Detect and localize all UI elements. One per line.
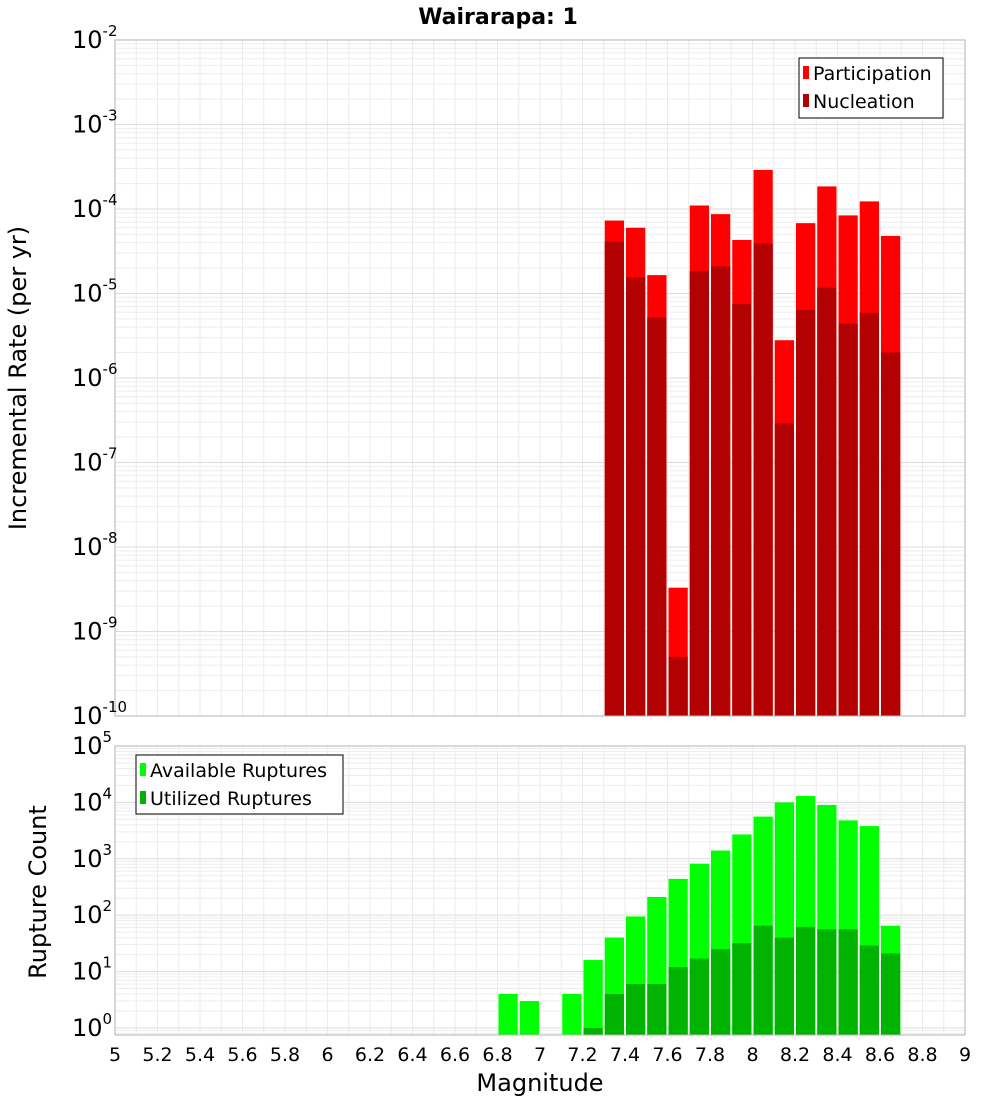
bottom-bar-b (689, 958, 709, 1035)
bottom-bar-b (881, 953, 901, 1035)
top-bar-b (753, 243, 773, 716)
participation-legend-swatch (803, 66, 809, 79)
y-tick-label: 105 (72, 728, 112, 760)
x-tick-label: 8.4 (822, 1044, 852, 1066)
y-tick-label: 103 (72, 841, 112, 873)
top-plot-frame (114, 39, 966, 717)
nucleation-legend-swatch (803, 94, 809, 107)
bottom-bar-b (838, 929, 858, 1035)
y-tick-label: 10-6 (72, 360, 118, 392)
y-tick-label: 104 (72, 784, 112, 816)
x-tick-label: 8 (746, 1044, 758, 1066)
x-tick-label: 7.2 (567, 1044, 597, 1066)
top-plot: 10-10 10-9 10-8 10-7 10-6 10-5 10-4 10-3 10-2 In… (4, 22, 966, 730)
top-bar-b (859, 312, 879, 716)
y-tick-label: 10-5 (72, 276, 118, 308)
y-tick-label: 10-4 (72, 191, 118, 223)
x-tick-label: 7.4 (610, 1044, 640, 1066)
top-bar-b (796, 309, 816, 716)
x-tick-label: 9 (959, 1044, 971, 1066)
top-bar-b (881, 352, 901, 716)
bottom-y-axis-label: Rupture Count (24, 805, 52, 979)
x-tick-labels: 5 5.2 5.4 5.6 5.8 6 6.2 6.4 6.6 6.8 7 7.2 7.4 7.6 7.8 8… (109, 1044, 971, 1066)
bottom-plot-frame (114, 745, 966, 1036)
bottom-legend-box (135, 754, 344, 815)
bottom-bar-b (817, 929, 837, 1035)
x-tick-label: 8.8 (907, 1044, 937, 1066)
bottom-bar-a (583, 960, 603, 1035)
bottom-y-tick-labels: 100 101 102 103 104 105 (72, 728, 112, 1042)
y-tick-label: 100 (72, 1010, 112, 1042)
x-tick-label: 6 (321, 1044, 333, 1066)
x-tick-label: 8.6 (865, 1044, 895, 1066)
bottom-bar-b (604, 994, 624, 1035)
utilized-legend-swatch (140, 791, 146, 804)
x-tick-label: 5.2 (142, 1044, 172, 1066)
bottom-legend: Available Ruptures Utilized Ruptures (135, 754, 344, 815)
x-tick-label: 6.2 (355, 1044, 385, 1066)
bottom-bar-b (626, 984, 646, 1035)
top-gridlines (114, 39, 966, 717)
bottom-bar-b (668, 967, 688, 1035)
bottom-bar-b (711, 949, 731, 1035)
bottom-bar-a (498, 994, 518, 1035)
top-y-axis-label: Incremental Rate (per yr) (4, 226, 32, 530)
y-tick-label: 10-2 (72, 22, 118, 54)
x-axis-label: Magnitude (476, 1069, 603, 1097)
top-bar-b (668, 656, 688, 716)
x-tick-label: 5.4 (185, 1044, 215, 1066)
x-tick-label: 5.6 (227, 1044, 257, 1066)
x-tick-label: 6.6 (440, 1044, 470, 1066)
bottom-bar-b (859, 945, 879, 1035)
top-bar-b (774, 423, 794, 716)
bottom-bars (498, 795, 901, 1035)
bottom-bar-a (519, 1001, 539, 1035)
available-legend-label: Available Ruptures (150, 760, 327, 782)
x-tick-label: 8.2 (780, 1044, 810, 1066)
top-bar-b (838, 323, 858, 716)
y-tick-label: 10-9 (72, 614, 118, 646)
x-tick-label: 6.4 (397, 1044, 427, 1066)
top-bars (604, 169, 901, 716)
y-tick-label: 10-8 (72, 529, 118, 561)
top-bar-b (647, 317, 667, 716)
top-bar-b (817, 287, 837, 716)
top-legend-box (798, 57, 944, 119)
top-bar-b (604, 241, 624, 716)
bottom-bar-a (562, 994, 582, 1035)
x-tick-label: 5 (109, 1044, 121, 1066)
x-tick-label: 5.8 (270, 1044, 300, 1066)
bottom-bar-b (796, 926, 816, 1035)
top-bar-b (732, 304, 752, 716)
top-bar-b (626, 277, 646, 716)
top-bar-b (711, 266, 731, 716)
top-bar-b (689, 270, 709, 716)
top-legend: Participation Nucleation (798, 57, 944, 119)
bottom-plot: 100 101 102 103 104 105 5 5.2 5.4 5.6 5.8 6 6.2 6.4 6… (24, 728, 971, 1097)
bottom-bar-b (647, 984, 667, 1035)
bottom-bar-b (583, 1027, 603, 1035)
bottom-bar-b (732, 943, 752, 1035)
utilized-legend-label: Utilized Ruptures (150, 788, 312, 810)
bottom-bar-b (753, 925, 773, 1035)
y-tick-label: 10-3 (72, 107, 118, 139)
x-tick-label: 6.8 (482, 1044, 512, 1066)
x-tick-label: 7 (534, 1044, 546, 1066)
participation-legend-label: Participation (813, 63, 932, 85)
chart-title: Wairarapa: 1 (418, 5, 578, 30)
top-y-tick-labels: 10-10 10-9 10-8 10-7 10-6 10-5 10-4 10-3 10-2 (72, 22, 127, 730)
bottom-bar-b (774, 937, 794, 1035)
y-tick-label: 10-7 (72, 445, 118, 477)
nucleation-legend-label: Nucleation (813, 91, 915, 113)
available-legend-swatch (140, 763, 146, 776)
x-tick-label: 7.6 (652, 1044, 682, 1066)
y-tick-label: 10-10 (72, 698, 127, 730)
y-tick-label: 101 (72, 954, 112, 986)
x-tick-label: 7.8 (695, 1044, 725, 1066)
y-tick-label: 102 (72, 897, 112, 929)
